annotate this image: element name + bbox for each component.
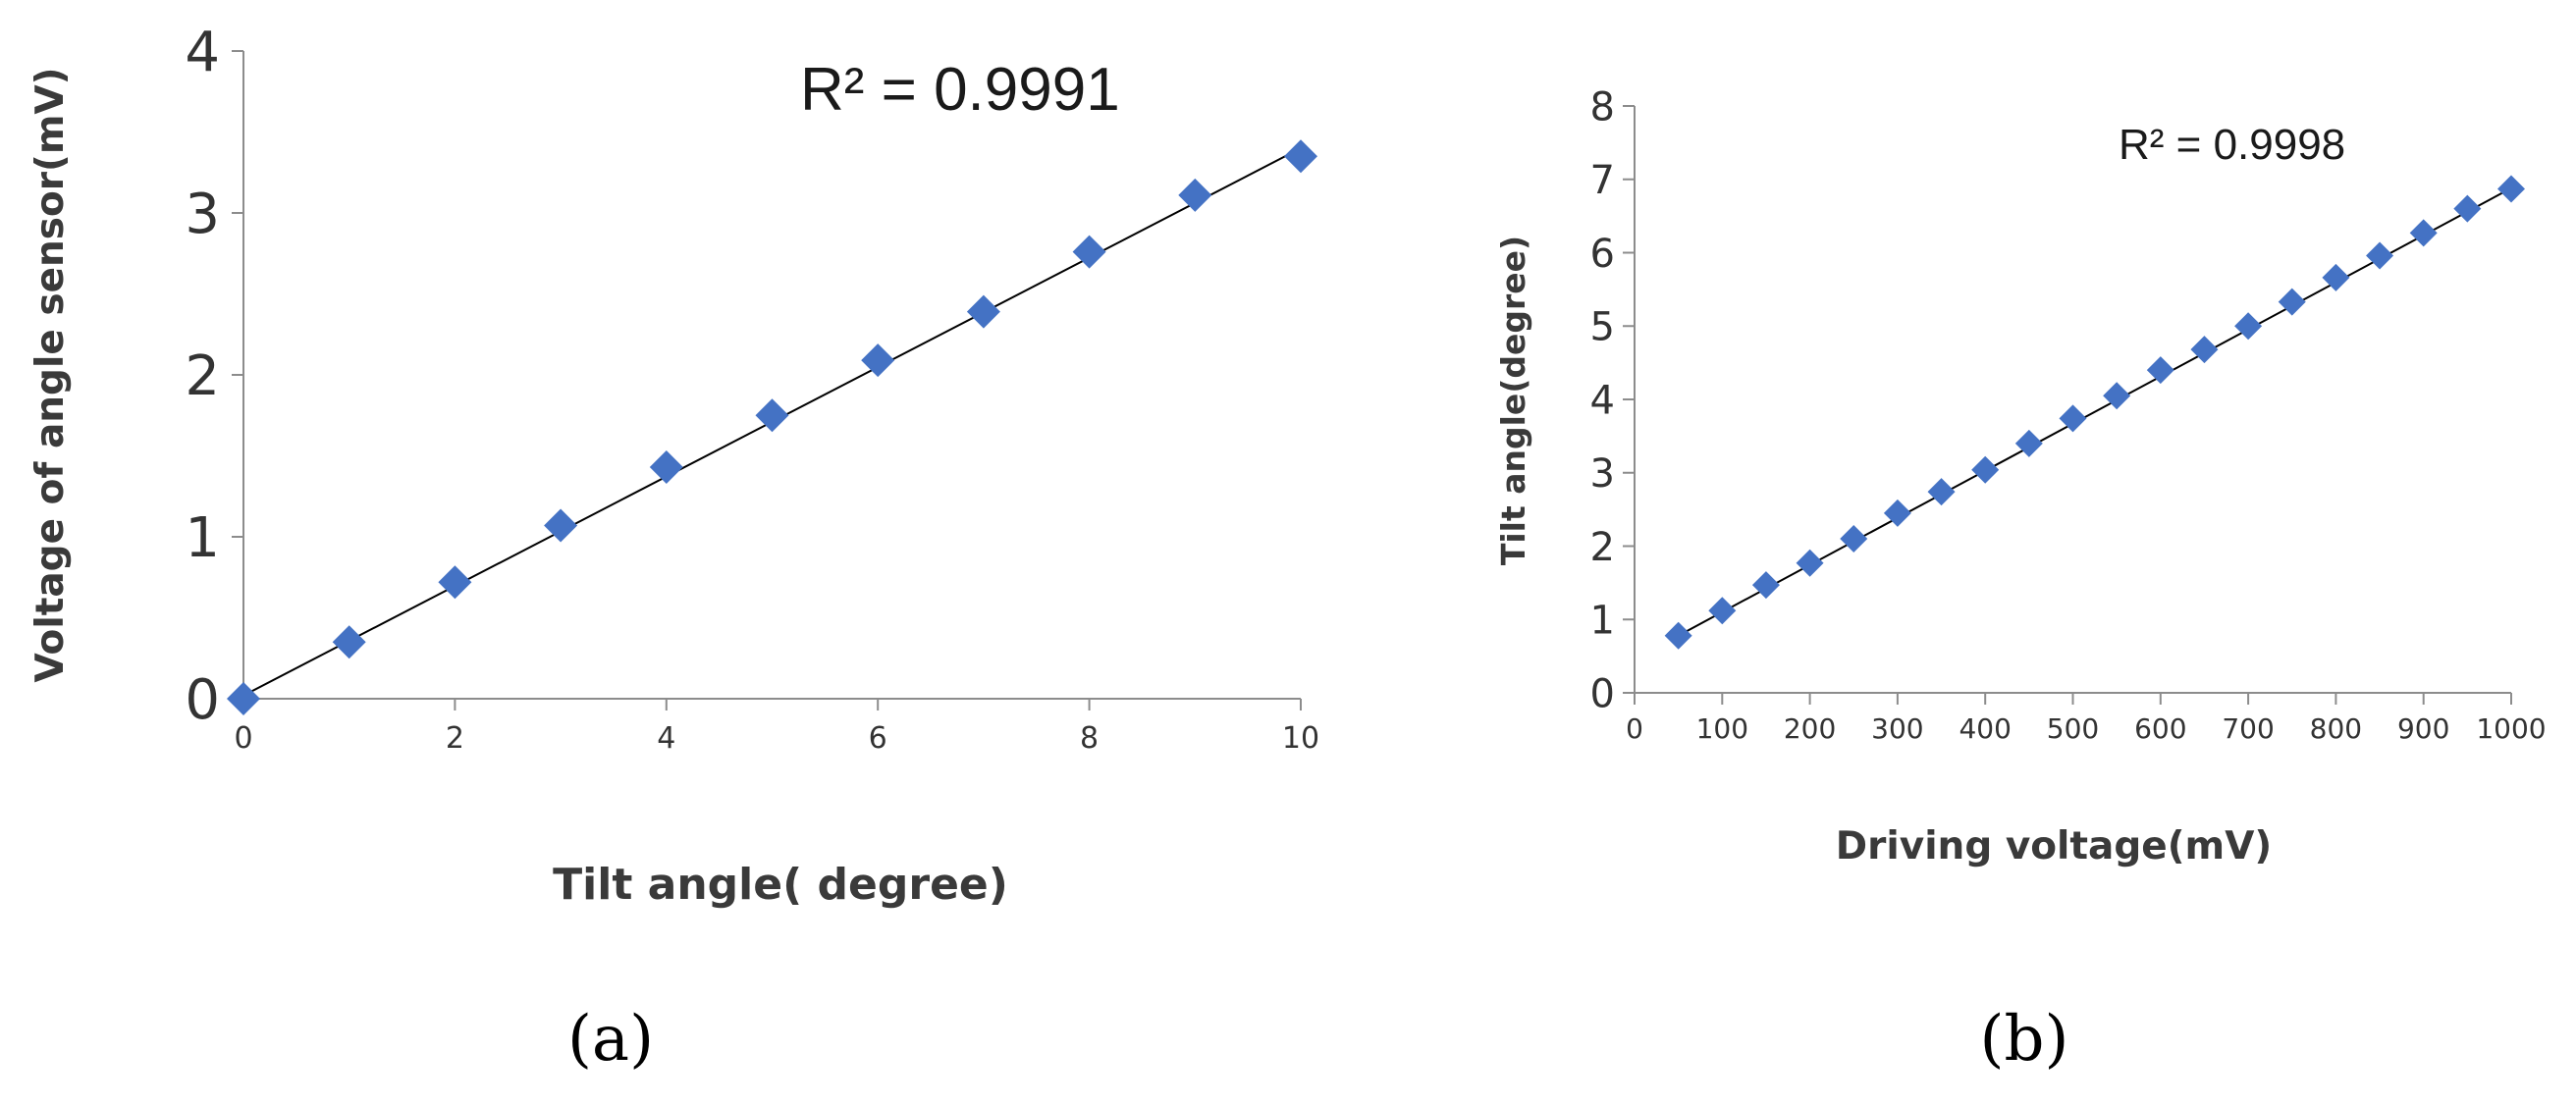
chart-a-data-point: [544, 508, 578, 543]
chart-b-y-tick-label: 1: [1590, 599, 1615, 644]
chart-b-data-point: [1971, 455, 2000, 484]
chart-a-points: [227, 139, 1317, 715]
chart-b-data-point: [2497, 175, 2525, 203]
chart-a-y-axis-title: Voltage of angle sensor(mV): [28, 68, 73, 683]
chart-b-y-tick-label: 3: [1590, 451, 1615, 497]
chart-b-data-point: [1708, 597, 1737, 625]
chart-b-x-tick-label: 200: [1784, 712, 1836, 745]
chart-b-x-tick-label: 700: [2222, 712, 2274, 745]
chart-b-data-point: [2103, 382, 2131, 410]
chart-b-data-point: [2278, 288, 2306, 316]
chart-a-x-tick-label: 8: [1080, 721, 1099, 756]
chart-b-data-point: [1927, 478, 1956, 506]
chart-a: 0 1 2 3 4 0 2 4 6 8 10 R² = 0.9991 Tilt angle( de…: [28, 21, 1319, 1076]
chart-b-x-tick-label: 300: [1871, 712, 1923, 745]
chart-b: 0 1 2 3 4 5 6 7 8 0 100 200 300 400 500 600 700 800 900 10…: [1494, 84, 2547, 1076]
chart-b-data-point: [2234, 312, 2263, 341]
chart-a-y-tick-label: 0: [185, 668, 220, 732]
chart-b-data-point: [2366, 241, 2394, 270]
chart-b-x-axis-title: Driving voltage(mV): [1836, 824, 2272, 868]
chart-b-data-point: [2059, 404, 2087, 433]
chart-a-x-tick-label: 6: [869, 721, 887, 756]
chart-b-x-tick-label: 900: [2397, 712, 2449, 745]
chart-b-y-tick-label: 8: [1590, 84, 1615, 130]
chart-b-x-tick-label: 0: [1626, 712, 1643, 745]
chart-b-data-point: [1796, 549, 1824, 577]
chart-a-data-point: [332, 625, 366, 659]
chart-b-annotation: R² = 0.9998: [2119, 121, 2345, 169]
chart-b-x-tick-label: 400: [1959, 712, 2011, 745]
chart-a-x-ticks: 0 2 4 6 8 10: [234, 699, 1319, 756]
chart-a-axes: [242, 51, 1301, 700]
chart-a-data-point: [227, 682, 260, 715]
chart-b-data-point: [1840, 525, 1868, 553]
chart-a-data-point: [1284, 139, 1317, 174]
chart-b-data-point: [1883, 499, 1911, 527]
chart-b-x-tick-label: 800: [2310, 712, 2362, 745]
chart-a-data-point: [966, 294, 1000, 329]
chart-b-panel-label: (b): [1980, 1003, 2069, 1076]
chart-b-x-ticks: 0 100 200 300 400 500 600 700 800 900 1000: [1626, 693, 2547, 745]
chart-a-y-tick-label: 1: [185, 506, 220, 570]
chart-a-data-point: [438, 565, 472, 600]
chart-b-x-tick-label: 600: [2134, 712, 2186, 745]
chart-a-x-tick-label: 4: [657, 721, 675, 756]
chart-a-data-point: [1178, 178, 1212, 212]
chart-a-y-tick-label: 4: [185, 21, 220, 84]
chart-b-y-tick-label: 0: [1590, 671, 1615, 716]
chart-b-y-tick-label: 2: [1590, 525, 1615, 570]
chart-a-x-tick-label: 2: [446, 721, 464, 756]
chart-a-x-tick-label: 0: [234, 721, 252, 756]
chart-b-data-point: [2014, 429, 2043, 457]
chart-b-y-tick-label: 5: [1590, 305, 1615, 350]
chart-a-x-axis-title: Tilt angle( degree): [553, 860, 1008, 910]
chart-b-data-point: [1664, 621, 1692, 650]
chart-b-x-tick-label: 100: [1696, 712, 1748, 745]
chart-b-points: [1664, 175, 2525, 650]
chart-a-annotation: R² = 0.9991: [800, 56, 1120, 124]
chart-a-x-tick-label: 10: [1282, 721, 1319, 756]
chart-b-x-tick-label: 1000: [2476, 712, 2546, 745]
chart-b-x-tick-label: 500: [2047, 712, 2099, 745]
chart-a-data-point: [755, 398, 789, 433]
chart-b-axes: [1634, 106, 2511, 694]
chart-a-y-ticks: 0 1 2 3 4: [185, 21, 243, 732]
chart-b-y-tick-label: 7: [1590, 158, 1615, 203]
chart-b-y-tick-label: 6: [1590, 232, 1615, 277]
chart-b-data-point: [1751, 571, 1780, 600]
chart-b-data-point: [2322, 263, 2350, 291]
chart-a-y-tick-label: 3: [185, 183, 220, 246]
chart-b-y-ticks: 0 1 2 3 4 5 6 7 8: [1590, 84, 1635, 716]
chart-b-y-axis-title: Tilt angle(degree): [1494, 236, 1532, 565]
chart-b-data-point: [2190, 336, 2219, 364]
chart-b-y-tick-label: 4: [1590, 378, 1615, 423]
chart-a-y-tick-label: 2: [185, 344, 220, 408]
chart-b-data-point: [2453, 194, 2482, 223]
chart-a-data-point: [861, 343, 895, 378]
chart-b-data-point: [2409, 219, 2438, 247]
chart-a-data-point: [649, 450, 683, 485]
chart-a-panel-label: (a): [567, 1003, 654, 1076]
chart-b-data-point: [2146, 356, 2174, 385]
chart-a-data-point: [1072, 235, 1106, 269]
